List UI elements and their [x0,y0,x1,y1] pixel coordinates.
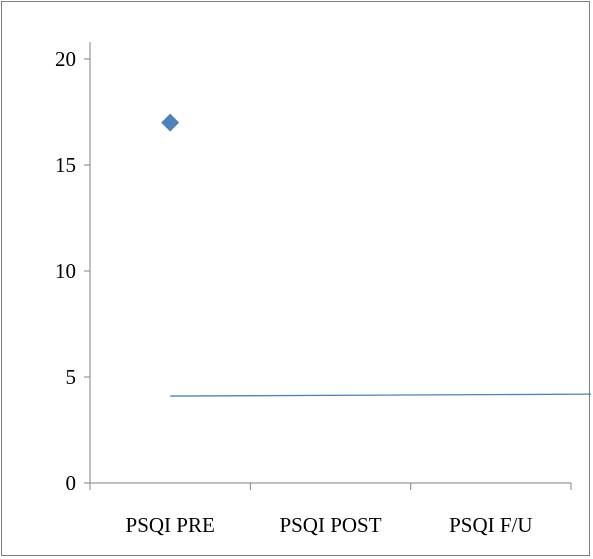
y-tick-label: 10 [55,259,76,283]
y-tick-label: 0 [66,471,77,495]
x-tick-label: PSQI F/U [449,513,532,537]
trend-line [170,393,591,397]
data-point-diamond [161,113,180,132]
y-tick-label: 5 [66,365,77,389]
y-tick-label: 15 [55,153,76,177]
x-tick-label: PSQI POST [279,513,381,537]
x-tick-label: PSQI PRE [126,513,215,537]
y-tick-label: 20 [55,47,76,71]
